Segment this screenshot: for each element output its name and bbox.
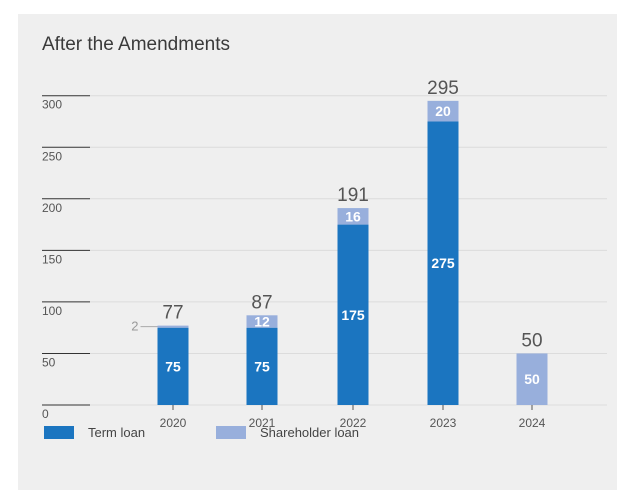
ytick-label: 200 bbox=[42, 201, 62, 215]
data-label: 75 bbox=[165, 358, 181, 374]
bar-segment bbox=[516, 353, 548, 405]
bar-segment bbox=[157, 325, 189, 328]
total-label: 295 bbox=[427, 78, 459, 99]
data-label: 20 bbox=[435, 103, 451, 119]
legend-item-term-loan: Term loan bbox=[44, 425, 145, 440]
ytick-label: 100 bbox=[42, 304, 62, 318]
xtick-label: 2020 bbox=[160, 416, 187, 430]
total-label: 77 bbox=[162, 303, 183, 324]
ytick-label: 150 bbox=[42, 252, 62, 266]
xtick-label: 2022 bbox=[340, 416, 367, 430]
data-label: 2 bbox=[131, 319, 138, 334]
data-label: 175 bbox=[341, 307, 365, 323]
xtick-label: 2021 bbox=[249, 416, 276, 430]
bar-segment bbox=[427, 100, 459, 122]
bar-segment bbox=[246, 327, 278, 405]
ytick-label: 300 bbox=[42, 98, 62, 112]
xtick-label: 2023 bbox=[430, 416, 457, 430]
bar-segment bbox=[337, 208, 369, 225]
legend-label-shareholder-loan: Shareholder loan bbox=[260, 425, 360, 440]
ytick-label: 250 bbox=[42, 149, 62, 163]
total-label: 191 bbox=[337, 185, 369, 206]
bar-segment bbox=[157, 327, 189, 405]
total-label: 50 bbox=[521, 330, 542, 351]
bar-segment bbox=[427, 121, 459, 405]
data-label: 50 bbox=[524, 371, 540, 387]
legend-swatch-term-loan bbox=[44, 426, 74, 439]
data-label: 12 bbox=[254, 313, 270, 329]
legend-item-shareholder-loan: Shareholder loan bbox=[216, 425, 359, 440]
xtick-label: 2024 bbox=[519, 416, 546, 430]
data-label: 75 bbox=[254, 358, 270, 374]
total-label: 87 bbox=[251, 292, 272, 313]
bar-segment bbox=[337, 224, 369, 405]
chart-panel bbox=[18, 14, 617, 490]
ytick-label: 50 bbox=[42, 355, 56, 369]
data-label: 275 bbox=[431, 255, 455, 271]
legend-label-term-loan: Term loan bbox=[88, 425, 146, 440]
chart-title: After the Amendments bbox=[42, 34, 230, 55]
legend-swatch-shareholder-loan bbox=[216, 426, 246, 439]
bar-segment bbox=[246, 315, 278, 328]
data-label: 16 bbox=[345, 208, 361, 224]
ytick-label: 0 bbox=[42, 407, 49, 421]
